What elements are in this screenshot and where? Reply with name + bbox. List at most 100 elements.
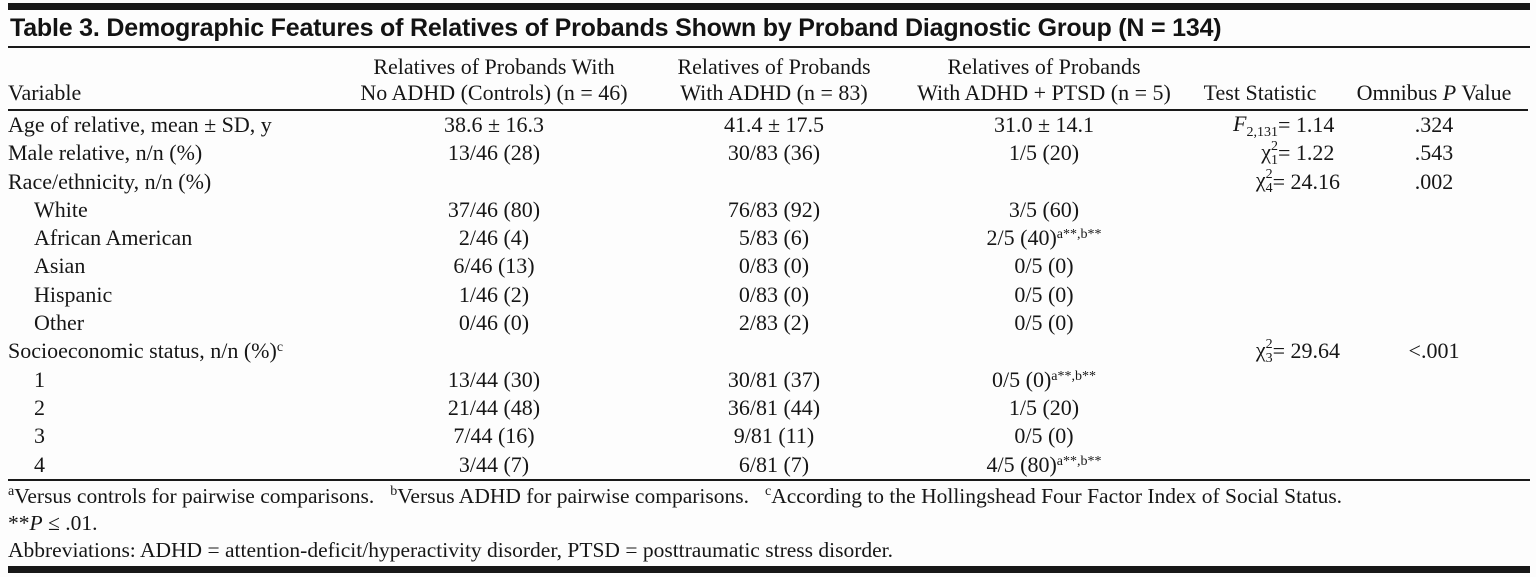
cell-variable: Age of relative, mean ± SD, y: [8, 112, 272, 137]
cell-adhd-ptsd-value: 4/5 (80)a**,b**: [986, 451, 1102, 477]
bottom-rule-bar: [8, 565, 1530, 573]
cell-test-statistic: [1180, 309, 1340, 337]
column-header-test-statistic: Test Statistic: [1180, 48, 1340, 111]
cell-variable: 1: [34, 366, 45, 392]
cell-adhd-ptsd-value: 1/5 (20): [1008, 394, 1080, 420]
column-header-omnibus-p-value: Omnibus P Value: [1340, 48, 1528, 111]
footnote-abbreviations-line: Abbreviations: ADHD = attention-deficit/…: [8, 537, 894, 562]
cell-controls-value: 13/44 (30): [447, 366, 541, 392]
cell-adhd-value: 76/83 (92): [727, 196, 821, 222]
cell-controls-value: 1/46 (2): [458, 281, 530, 307]
cell-adhd-value: 6/81 (7): [738, 451, 810, 477]
cell-adhd-value: 9/81 (11): [733, 423, 815, 449]
cell-adhd-ptsd-value: 31.0 ± 14.1: [993, 112, 1095, 137]
footnote-significance-line: **P ≤ .01.: [8, 510, 1530, 537]
cell-p-value: [1340, 281, 1528, 309]
table-body: Age of relative, mean ± SD, y 38.6 ± 16.…: [8, 110, 1528, 479]
table-row: 4 3/44 (7) 6/81 (7) 4/5 (80)a**,b**: [8, 451, 1528, 479]
cell-p-value: .002: [1414, 168, 1454, 194]
footnote-markers-line: aVersus controls for pairwise comparison…: [8, 483, 1530, 510]
cell-variable: Other: [34, 310, 85, 336]
cell-adhd-value: 30/83 (36): [727, 140, 821, 166]
significance-stars: **: [8, 510, 30, 535]
cell-p-value: [1340, 422, 1528, 450]
cell-controls-value: 7/44 (16): [453, 423, 535, 449]
footnote-item: cAccording to the Hollingshead Four Fact…: [765, 483, 1343, 508]
table-row: 3 7/44 (16) 9/81 (11) 0/5 (0): [8, 422, 1528, 450]
cell-adhd-value: [640, 168, 908, 196]
cell-variable: Asian: [34, 253, 86, 279]
footnote-item: aVersus controls for pairwise comparison…: [8, 483, 375, 508]
table-row: Asian 6/46 (13) 0/83 (0) 0/5 (0): [8, 252, 1528, 280]
cell-variable: White: [34, 196, 88, 222]
cell-adhd-ptsd-value: 0/5 (0): [1014, 253, 1074, 279]
column-header-adhd: Relatives of Probands With ADHD (n = 83): [640, 48, 908, 111]
cell-adhd-ptsd-value: 0/5 (0): [1014, 423, 1074, 449]
cell-controls-value: 6/46 (13): [453, 253, 535, 279]
table-row: Other 0/46 (0) 2/83 (2) 0/5 (0): [8, 309, 1528, 337]
cell-adhd-value: 0/83 (0): [738, 253, 810, 279]
cell-adhd-ptsd-value: 3/5 (60): [1008, 196, 1080, 222]
cell-test-statistic: [1180, 394, 1340, 422]
cell-p-value: [1340, 252, 1528, 280]
cell-test-statistic: [1180, 366, 1340, 394]
cell-test-statistic: F 2,131 = 1.14: [1233, 110, 1335, 140]
cell-controls-value: 0/46 (0): [458, 310, 530, 336]
footnote-item: bVersus ADHD for pairwise comparisons.: [390, 483, 749, 508]
cell-adhd-value: 41.4 ± 17.5: [723, 112, 825, 137]
cell-adhd-ptsd-value: 0/5 (0)a**,b**: [992, 366, 1096, 392]
cell-controls-value: 2/46 (4): [458, 225, 530, 251]
cell-test-statistic: [1180, 224, 1340, 252]
column-header-adhd-ptsd: Relatives of Probands With ADHD + PTSD (…: [908, 48, 1180, 111]
significance-rest: ≤ .01.: [42, 510, 98, 535]
cell-p-value: [1340, 309, 1528, 337]
cell-p-value: [1340, 394, 1528, 422]
table-row: 2 21/44 (48) 36/81 (44) 1/5 (20): [8, 394, 1528, 422]
table-header: Variable Relatives of Probands With No A…: [8, 48, 1528, 111]
cell-controls-value: 37/46 (80): [447, 196, 541, 222]
cell-adhd-ptsd-value: [908, 168, 1180, 196]
cell-test-statistic: [1180, 281, 1340, 309]
cell-p-value: .324: [1414, 112, 1454, 137]
cell-controls-value: 3/44 (7): [458, 451, 530, 477]
cell-controls-value: 21/44 (48): [447, 394, 541, 420]
cell-variable: 4: [34, 451, 45, 477]
cell-controls-value: [348, 337, 640, 365]
top-rule-bar: [8, 3, 1530, 10]
table-title-row: Table 3. Demographic Features of Relativ…: [8, 10, 1530, 48]
cell-variable: Race/ethnicity, n/n (%): [8, 168, 212, 194]
cell-adhd-ptsd-value: [908, 337, 1180, 365]
cell-adhd-value: 2/83 (2): [738, 310, 810, 336]
table-row: Hispanic 1/46 (2) 0/83 (0) 0/5 (0): [8, 281, 1528, 309]
cell-controls-value: 13/46 (28): [447, 140, 541, 166]
significance-p: P: [29, 510, 43, 535]
cell-variable: 2: [34, 394, 45, 420]
cell-variable: Male relative, n/n (%): [8, 140, 203, 166]
table-title: Table 3. Demographic Features of Relativ…: [10, 13, 1222, 42]
cell-adhd-value: 5/83 (6): [738, 225, 810, 251]
cell-test-statistic: [1180, 422, 1340, 450]
column-header-controls: Relatives of Probands With No ADHD (Cont…: [348, 48, 640, 111]
cell-p-value: [1340, 366, 1528, 394]
cell-test-statistic: [1180, 196, 1340, 224]
cell-variable: 3: [34, 423, 45, 449]
cell-p-value: [1340, 196, 1528, 224]
cell-adhd-ptsd-value: 0/5 (0): [1014, 281, 1074, 307]
cell-variable: African American: [34, 225, 193, 251]
cell-p-value: [1340, 224, 1528, 252]
demographics-table: Variable Relatives of Probands With No A…: [8, 48, 1528, 479]
cell-adhd-value: 30/81 (37): [727, 366, 821, 392]
cell-test-statistic: [1180, 451, 1340, 479]
cell-variable: Hispanic: [34, 281, 113, 307]
table-footnotes: aVersus controls for pairwise comparison…: [8, 478, 1530, 564]
cell-adhd-value: [640, 337, 908, 365]
cell-p-value: [1340, 451, 1528, 479]
cell-controls-value: [348, 168, 640, 196]
header-row: Variable Relatives of Probands With No A…: [8, 48, 1528, 111]
cell-variable: Socioeconomic status, n/n (%)c: [8, 338, 284, 364]
